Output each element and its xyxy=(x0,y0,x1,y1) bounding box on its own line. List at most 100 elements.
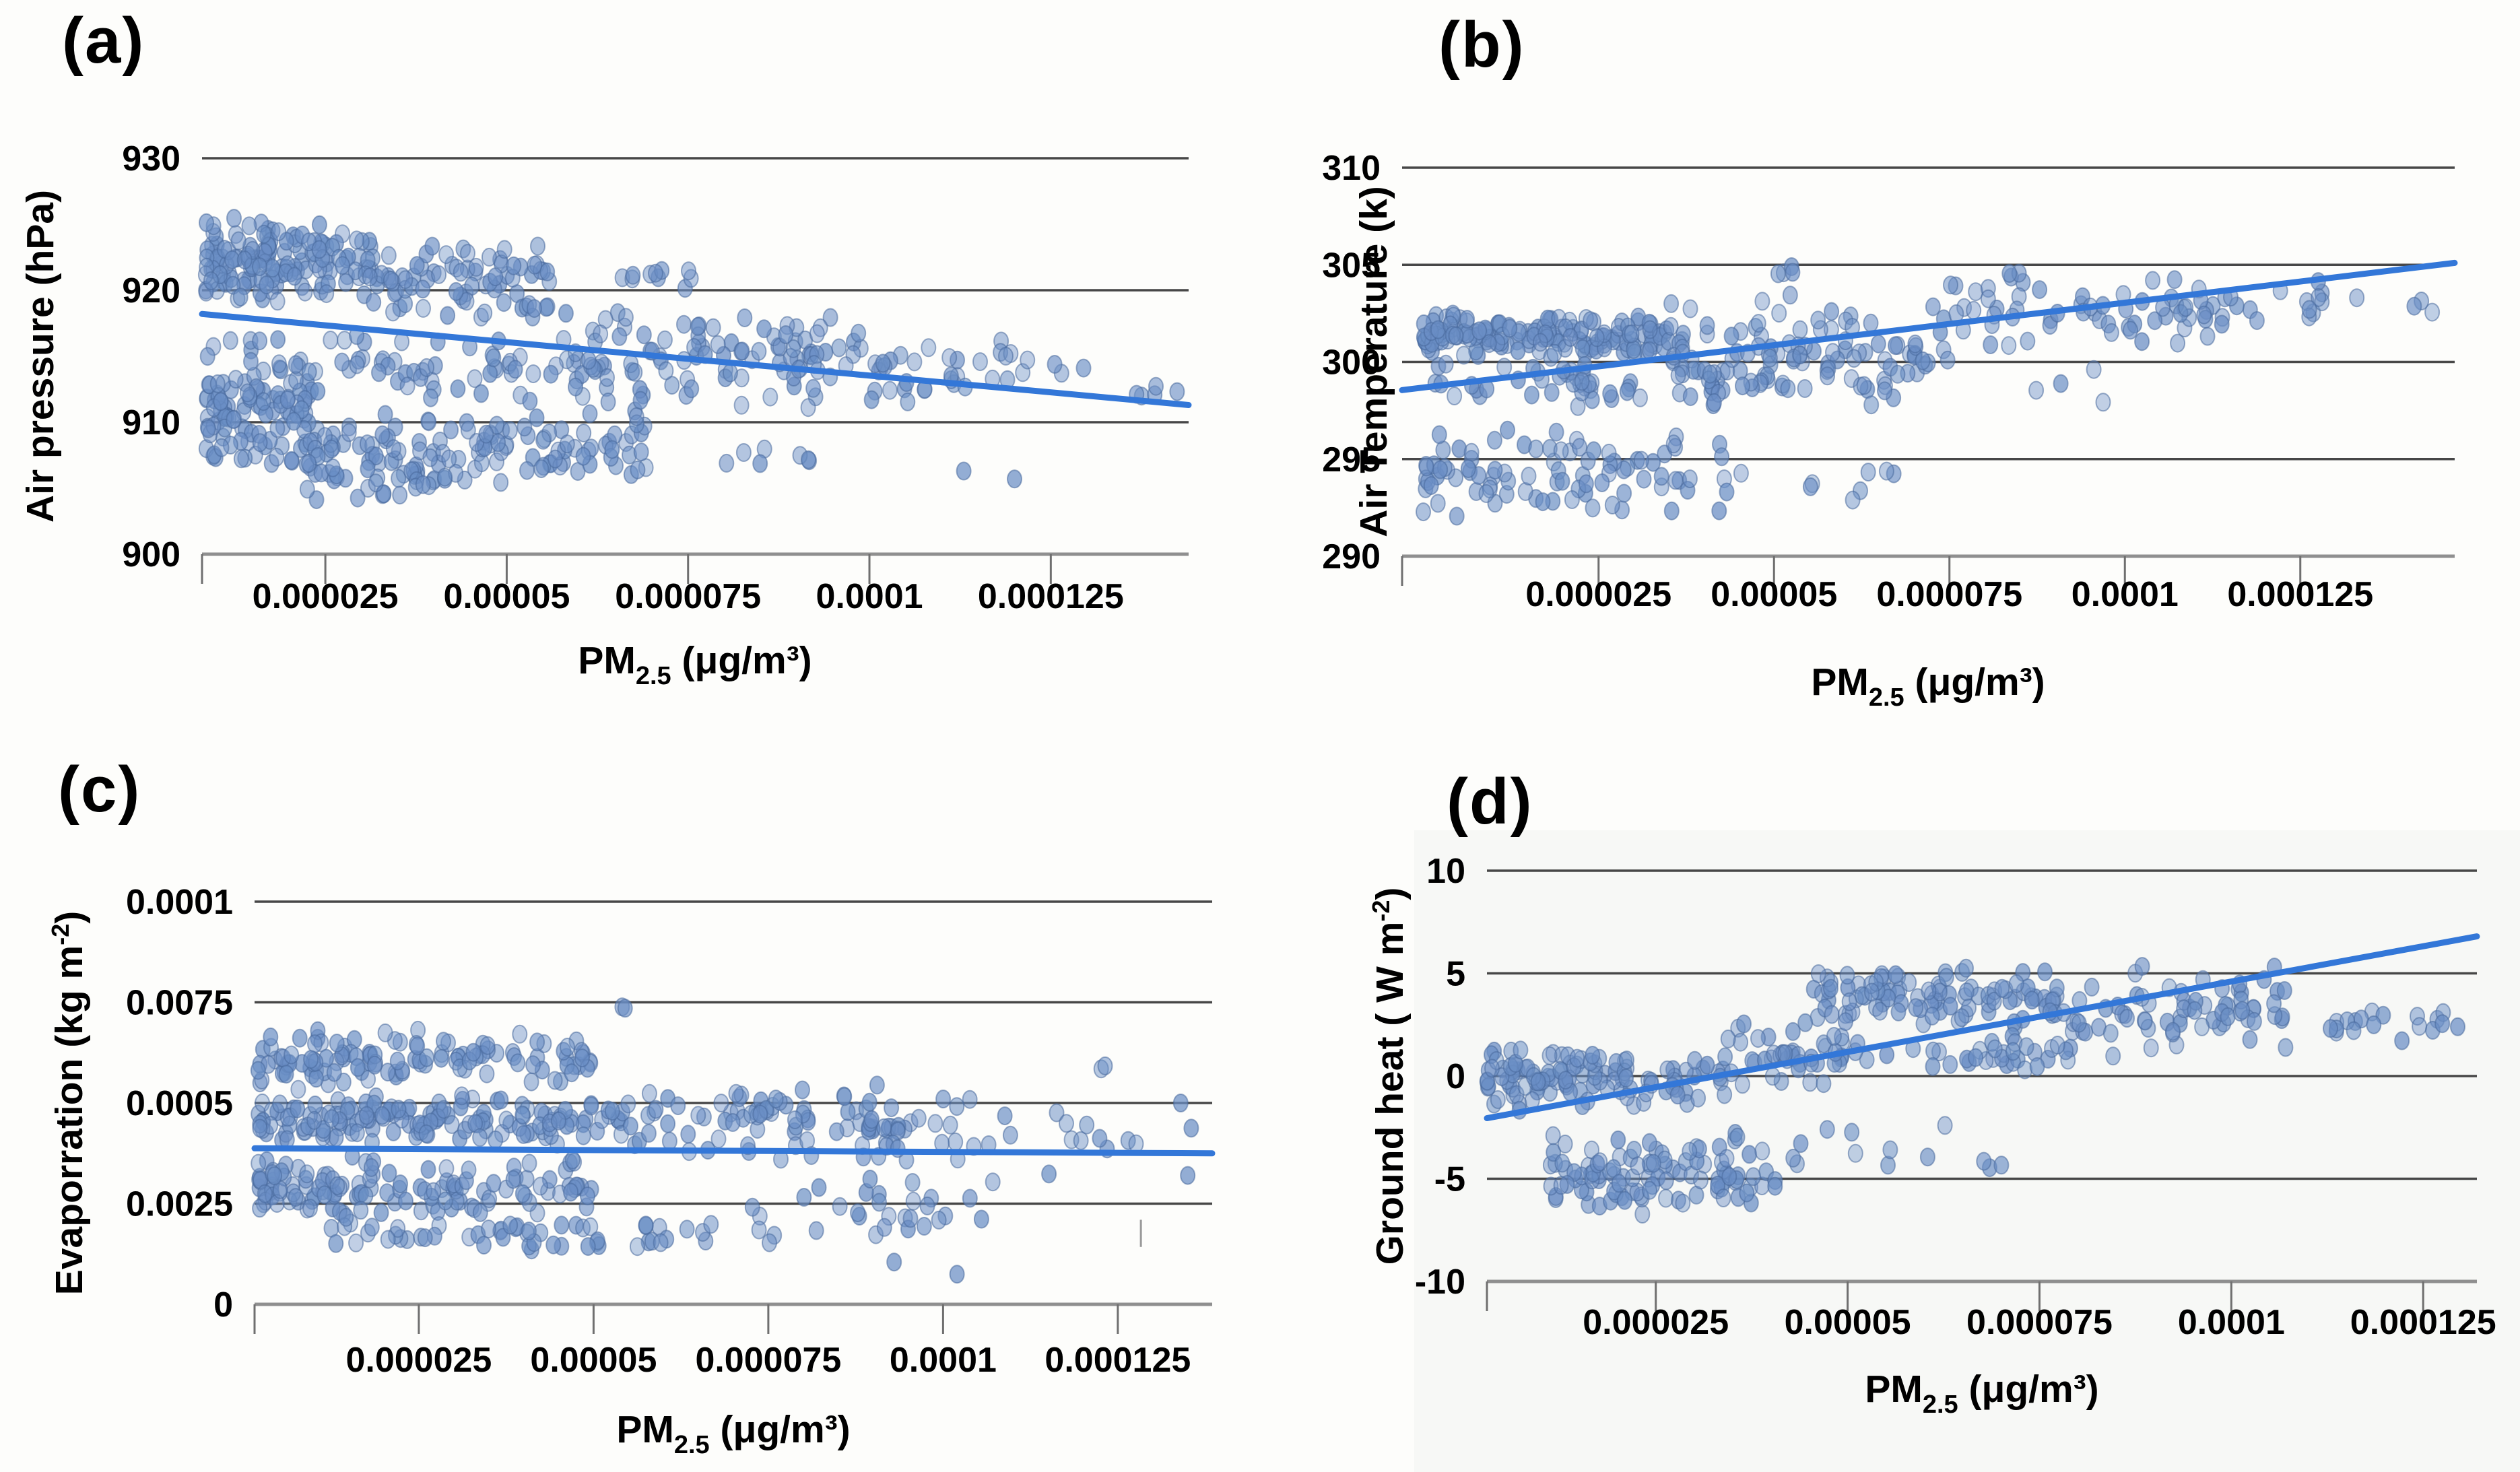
panel-c-data-point xyxy=(1180,1166,1196,1185)
panel-c-data-point xyxy=(551,1111,566,1131)
panel-d-y-tick-label: 0 xyxy=(1446,1057,1465,1096)
panel-a-data-point xyxy=(419,358,435,377)
panel-a-data-point xyxy=(568,377,583,397)
panel-a-data-point xyxy=(440,306,456,325)
panel-d-data-point xyxy=(1890,1002,1906,1022)
panel-a-data-point xyxy=(368,473,384,493)
panel-a-data-point xyxy=(822,308,838,327)
panel-c-data-point xyxy=(493,1090,509,1110)
panel-c-data-point xyxy=(927,1114,943,1133)
panel-d-data-point xyxy=(1844,1123,1860,1142)
panel-c-data-point xyxy=(374,1106,390,1125)
panel-b-data-point xyxy=(1665,434,1682,454)
panel-c-data-point xyxy=(329,1034,345,1052)
panel-a-data-point xyxy=(232,288,248,307)
panel-a-data-point xyxy=(441,449,457,469)
panel-d-data-point xyxy=(2276,981,2292,1000)
panel-c-data-point xyxy=(545,1235,562,1254)
panel-d-data-point xyxy=(1484,1059,1500,1078)
panel-b-data-point xyxy=(1754,292,1770,311)
panel-a-data-point xyxy=(443,420,459,440)
panel-b-data-point xyxy=(1624,324,1640,343)
panel-b-x-tick-label: 0.0001 xyxy=(2071,575,2179,614)
panel-d-x-title-sub: 2.5 xyxy=(1922,1391,1958,1419)
panel-d-data-point xyxy=(1513,1040,1529,1060)
panel-a-data-point xyxy=(271,354,287,374)
panel-a-data-point xyxy=(226,209,242,228)
panel-b-label: (b) xyxy=(1438,9,1525,81)
panel-c-data-point xyxy=(554,1215,570,1235)
panel-d-data-point xyxy=(1938,968,1954,987)
panel-d-data-point xyxy=(2278,1038,2294,1057)
panel-c-data-point xyxy=(486,1174,502,1193)
panel-d-data-point xyxy=(1530,1072,1546,1092)
panel-c-data-point xyxy=(564,1063,580,1083)
panel-c-data-point xyxy=(338,1207,354,1227)
panel-d-y-tick-label: 10 xyxy=(1426,852,1465,891)
panel-a-data-point xyxy=(582,404,598,424)
panel-d-data-point xyxy=(1931,982,1948,1002)
panel-c-data-point xyxy=(744,1197,760,1217)
panel-b-data-point xyxy=(1706,393,1722,412)
panel-b-data-point xyxy=(1870,334,1886,354)
panel-c-data-point xyxy=(393,1174,408,1194)
panel-c-data-point xyxy=(680,1125,696,1144)
panel-c-x-tick-label: 0.0001 xyxy=(890,1341,997,1380)
panel-c-data-point xyxy=(795,1080,810,1100)
panel-a-data-point xyxy=(522,391,538,411)
panel-a-data-point xyxy=(311,240,327,259)
panel-c-data-point xyxy=(638,1215,654,1235)
panel-a-data-point xyxy=(1047,355,1063,374)
panel-d-data-point xyxy=(1715,1189,1731,1207)
panel-a-data-point xyxy=(301,362,317,382)
panel-d-data-point xyxy=(1617,1191,1633,1210)
panel-c-data-point xyxy=(444,1115,460,1134)
panel-a-data-point xyxy=(529,408,545,428)
panel-c-data-point xyxy=(574,1048,590,1068)
panel-c-y-tick-label: 0.0005 xyxy=(126,1084,233,1123)
panel-c-data-point xyxy=(454,1086,470,1106)
panel-d-data-point xyxy=(1942,997,1958,1016)
panel-a-data-point xyxy=(632,391,649,410)
panel-c-data-point xyxy=(679,1219,695,1239)
panel-a-data-point xyxy=(409,256,425,275)
panel-a-data-point xyxy=(735,443,752,462)
panel-a-data-point xyxy=(431,265,447,284)
panel-d-x-title-base: PM xyxy=(1865,1368,1923,1411)
panel-c-data-point xyxy=(871,1193,887,1212)
panel-b-data-point xyxy=(1578,474,1594,494)
panel-b-data-point xyxy=(1500,420,1515,440)
panel-a-data-point xyxy=(676,314,692,334)
panel-d-data-point xyxy=(1559,1175,1575,1194)
panel-b-data-point xyxy=(1423,476,1439,496)
panel-a-data-point xyxy=(493,473,509,492)
panel-a-data-point xyxy=(526,299,542,319)
panel-d-data-point xyxy=(1824,1005,1840,1024)
panel-d-y-title-rest: ) xyxy=(1368,887,1412,900)
panel-c-data-point xyxy=(1097,1056,1113,1075)
panel-a-data-point xyxy=(998,346,1014,366)
panel-a-data-point xyxy=(496,240,512,259)
panel-c-data-point xyxy=(419,1048,435,1067)
panel-c-data-point xyxy=(523,1072,539,1092)
panel-b-data-point xyxy=(2301,300,2317,319)
panel-c-data-point xyxy=(525,1055,541,1075)
panel-b-data-point xyxy=(1797,379,1813,398)
panel-c-data-point xyxy=(617,999,633,1018)
panel-b-data-point xyxy=(2170,333,2186,353)
panel-c-data-point xyxy=(436,1032,451,1051)
panel-b-data-point xyxy=(1980,289,1996,308)
panel-d-data-point xyxy=(1767,1176,1783,1196)
panel-a-data-point xyxy=(325,458,341,477)
panel-c-data-point xyxy=(302,1199,318,1218)
panel-a-data-point xyxy=(422,448,438,467)
panel-c-data-point xyxy=(1049,1103,1065,1123)
panel-a-data-point xyxy=(575,446,591,466)
panel-d-data-point xyxy=(1785,1022,1801,1041)
panel-a-data-point xyxy=(581,351,597,370)
panel-c-data-point xyxy=(353,1201,369,1220)
panel-a-data-point xyxy=(1020,350,1036,370)
panel-c-data-point xyxy=(385,1122,401,1141)
panel-d-data-point xyxy=(1659,1060,1676,1079)
panel-c-data-point xyxy=(290,1099,306,1118)
